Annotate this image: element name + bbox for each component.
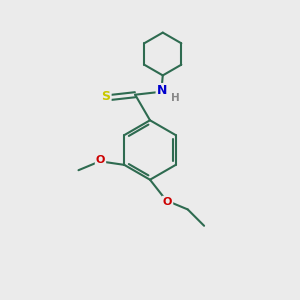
Text: S: S [101, 90, 110, 103]
Text: O: O [96, 155, 105, 165]
Text: H: H [171, 93, 180, 103]
Text: O: O [163, 197, 172, 207]
Text: N: N [157, 84, 167, 97]
